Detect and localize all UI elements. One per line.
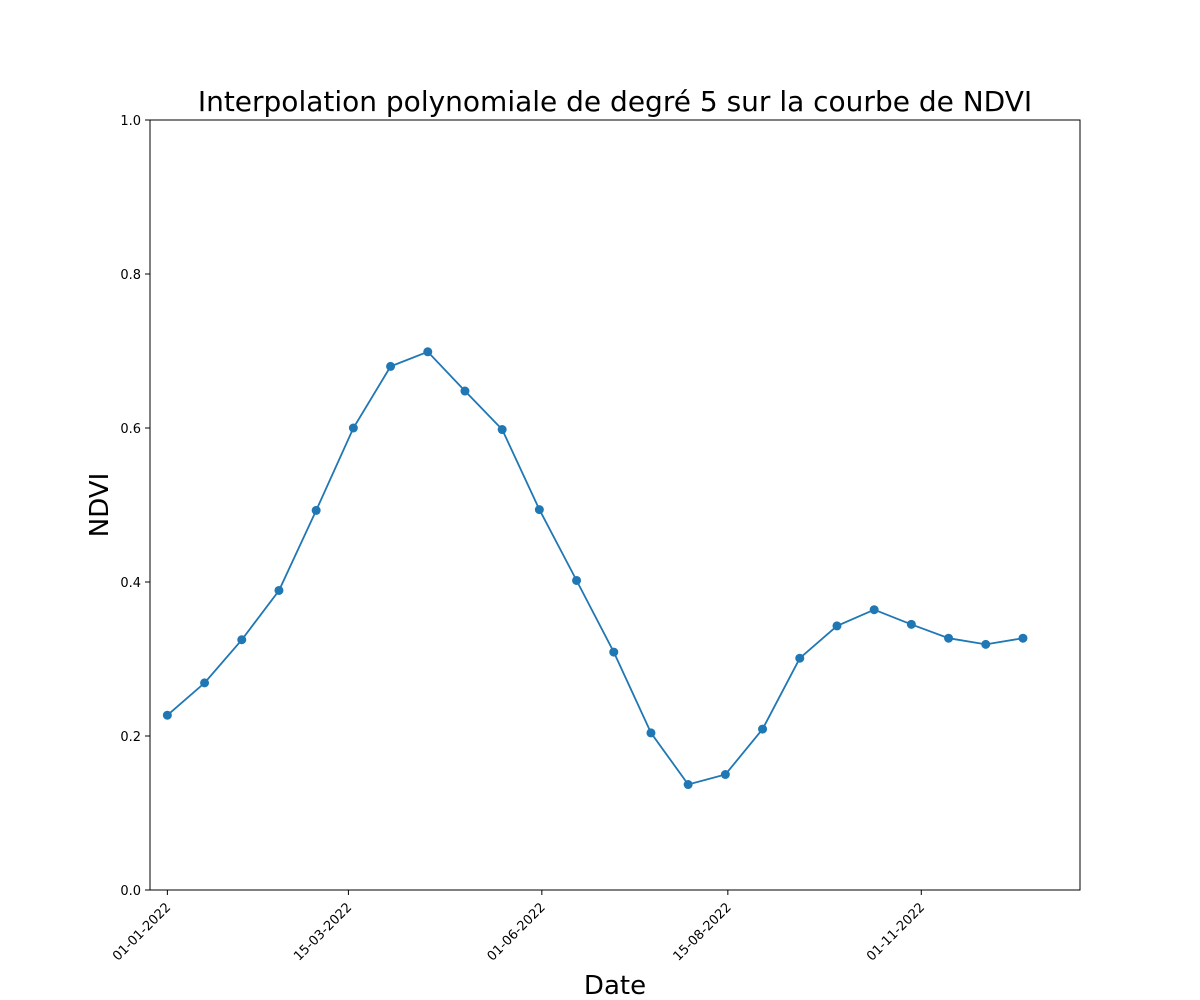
data-point xyxy=(497,425,507,435)
y-axis: 0.0 0.2 0.4 0.6 0.8 1.0 xyxy=(120,114,150,899)
data-point xyxy=(795,653,805,663)
y-axis-label: NDVI xyxy=(85,473,115,537)
plot-frame xyxy=(149,119,1081,891)
data-point xyxy=(200,678,210,688)
x-tick-label: 01-11-2022 xyxy=(864,900,928,964)
data-point xyxy=(572,575,582,585)
chart-title: Interpolation polynomiale de degré 5 sur… xyxy=(198,85,1032,118)
data-point xyxy=(981,639,991,649)
data-point xyxy=(609,647,619,657)
data-point xyxy=(758,724,768,734)
y-tick-label: 0.0 xyxy=(120,884,141,899)
x-axis: 01-01-2022 15-03-2022 01-06-2022 15-08-2022… xyxy=(110,890,928,964)
x-tick-label: 01-06-2022 xyxy=(485,900,549,964)
data-point xyxy=(869,605,879,615)
data-point xyxy=(162,710,172,720)
data-point xyxy=(720,770,730,779)
x-axis-label: Date xyxy=(584,971,646,1000)
series-layer xyxy=(162,347,1028,790)
data-point xyxy=(460,386,470,396)
data-point xyxy=(274,585,284,595)
data-point xyxy=(423,347,433,357)
y-tick-label: 0.2 xyxy=(120,730,141,745)
data-point xyxy=(237,635,247,645)
data-point xyxy=(386,361,396,371)
data-point xyxy=(944,633,954,643)
x-tick-label: 15-03-2022 xyxy=(291,900,355,964)
y-tick-label: 0.8 xyxy=(120,268,141,283)
y-tick-label: 0.6 xyxy=(120,422,141,437)
series-line xyxy=(166,350,1024,786)
x-tick-label: 15-08-2022 xyxy=(671,900,735,964)
data-point xyxy=(832,621,842,631)
data-point xyxy=(534,505,544,515)
data-point xyxy=(348,423,358,433)
y-tick-label: 1.0 xyxy=(120,114,141,129)
y-tick-label: 0.4 xyxy=(120,576,141,591)
data-point xyxy=(1018,633,1028,643)
data-point xyxy=(646,728,656,738)
x-tick-label: 01-01-2022 xyxy=(110,900,174,964)
data-point xyxy=(906,619,916,629)
data-point xyxy=(311,505,321,515)
data-point xyxy=(683,780,693,790)
